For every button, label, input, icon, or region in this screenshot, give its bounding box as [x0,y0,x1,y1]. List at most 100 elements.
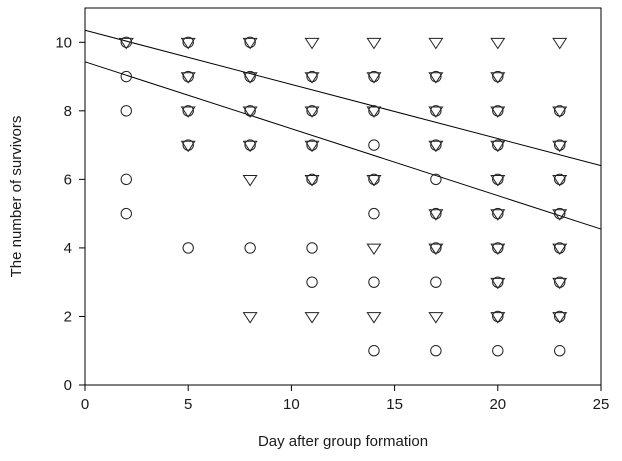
y-tick-label: 2 [64,308,72,325]
circle-point [368,70,380,83]
triangle-point [552,243,568,256]
plot-area: 0 5 10 15 20 25 0 2 4 6 8 10 [55,7,610,413]
triangle-point [490,72,506,84]
circle-point [554,207,566,220]
triangle-point [366,312,382,324]
triangle-point [304,37,320,50]
triangle-point [242,312,258,324]
triangle-point [490,106,506,118]
circle-point [492,276,504,288]
x-tick-label: 10 [283,396,300,413]
circle-point [244,70,256,83]
triangle-point [242,175,258,187]
x-tick-label: 0 [81,396,89,413]
y-tick-label: 6 [64,171,72,188]
circle-point [182,36,194,48]
triangle-point [552,140,568,153]
triangle-point [242,37,258,50]
triangle-point [490,277,506,290]
triangle-point [366,243,382,256]
triangle-point [552,312,568,324]
circle-point [182,70,194,83]
triangle-point [428,37,444,50]
circle-point [306,70,318,83]
triangle-point [490,243,506,256]
circle-point [430,105,442,117]
triangle-point [118,37,134,50]
circle-point [492,310,504,323]
y-tick-label: 10 [55,34,72,51]
circle-point [306,276,318,288]
triangle-point [242,140,258,153]
y-tick-label: 4 [64,240,72,257]
circle-point [554,173,566,186]
circle-point [492,105,504,117]
x-tick-label: 5 [184,396,192,413]
triangle-point [304,72,320,84]
triangle-point [304,175,320,187]
circle-point [368,105,380,117]
circle-point [430,70,442,83]
circle-point [368,276,380,288]
circle-point [368,345,380,357]
circle-point [554,276,566,288]
circle-point [182,242,194,254]
triangle-point [552,175,568,187]
triangle-point [428,106,444,118]
x-tick-label: 15 [386,396,403,413]
x-tick-label: 25 [593,396,610,413]
circle-point [554,139,566,151]
circle-point [430,207,442,220]
triangle-point [490,209,506,221]
triangle-point [366,37,382,50]
circle-point [492,139,504,151]
circle-point [492,242,504,254]
circle-point [430,173,442,186]
triangle-point [552,209,568,221]
triangle-point [552,277,568,290]
circle-point [120,36,132,48]
triangle-point [490,175,506,187]
fit-line-triangle-down [84,29,602,167]
circle-point [430,345,442,357]
triangle-point [490,37,506,50]
circle-point [492,345,504,357]
y-axis-label: The number of survivors [8,116,25,278]
circle-point [368,173,380,186]
triangle-point [366,175,382,187]
triangle-point [304,312,320,324]
plot-frame [84,7,602,386]
circle-point [492,207,504,220]
triangle-point [552,106,568,118]
circle-point [554,310,566,323]
circle-point [182,139,194,151]
triangle-point [180,37,196,50]
circle-point [492,70,504,83]
triangle-point [428,209,444,221]
circle-point [430,139,442,151]
circle-point [430,242,442,254]
circle-point [306,242,318,254]
triangle-point [366,72,382,84]
triangle-point [304,140,320,153]
circle-point [120,173,132,186]
circle-point [306,105,318,117]
circle-point [244,36,256,48]
circle-point [120,105,132,117]
triangle-point [242,106,258,118]
circle-point [120,207,132,220]
circle-point [244,242,256,254]
fit-line-circle [84,61,602,230]
y-tick-label: 8 [64,103,72,120]
triangle-point [552,37,568,50]
circle-point [554,105,566,117]
triangle-point [428,72,444,84]
circle-point [368,139,380,151]
circle-point [554,345,566,357]
x-axis-label: Day after group formation [258,433,428,450]
circle-point [306,139,318,151]
triangle-point [428,312,444,324]
triangle-point [242,72,258,84]
circle-point [368,207,380,220]
